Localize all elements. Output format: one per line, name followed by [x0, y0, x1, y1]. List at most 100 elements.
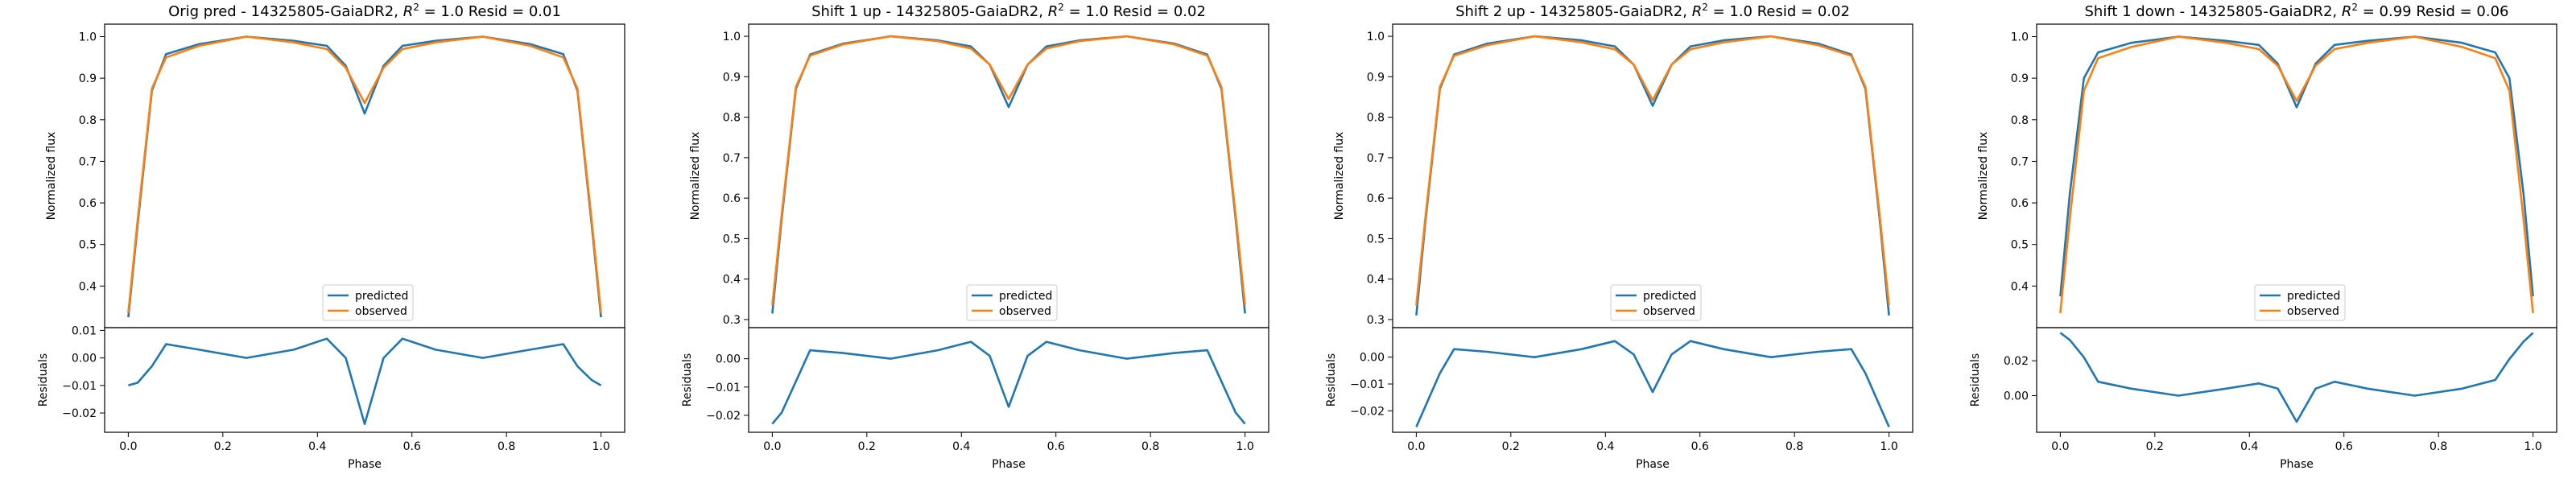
- chart-title-r: R: [1692, 3, 1703, 20]
- y-tick-label: 0.00: [2004, 390, 2029, 403]
- x-tick-label: 0.4: [308, 440, 326, 453]
- panel-2: Shift 1 up - 14325805-GaiaDR2, R2 = 1.0 …: [681, 2, 1269, 471]
- chart-title: Shift 1 up - 14325805-GaiaDR2, R2 = 1.0 …: [811, 2, 1206, 20]
- y-tick-label: 0.00: [1360, 352, 1385, 365]
- y-tick-label: −0.02: [706, 410, 741, 423]
- bottom-axes-frame: [748, 327, 1269, 433]
- y-tick-label: 0.6: [1367, 192, 1385, 205]
- series-line-observed: [1415, 35, 1890, 306]
- legend-label-predicted: predicted: [355, 290, 408, 303]
- residual-line: [2059, 332, 2534, 423]
- residual-line: [128, 337, 602, 425]
- y-tick-label: 0.9: [723, 71, 741, 84]
- x-tick-label: 0.2: [858, 440, 876, 453]
- chart-title-prefix: Shift 2 up - 14325805-GaiaDR2,: [1455, 3, 1692, 20]
- legend-label-predicted: predicted: [999, 290, 1052, 303]
- chart-title-r: R: [403, 3, 414, 20]
- chart-title: Orig pred - 14325805-GaiaDR2, R2 = 1.0 R…: [168, 2, 561, 20]
- series-line-predicted: [127, 35, 602, 318]
- panels: Orig pred - 14325805-GaiaDR2, R2 = 1.0 R…: [37, 2, 2557, 471]
- x-tick-label: 0.2: [1502, 440, 1520, 453]
- y-tick-label: 0.7: [2011, 155, 2029, 168]
- y-tick-label: 1.0: [2011, 31, 2029, 43]
- y-tick-label: 0.6: [79, 197, 97, 210]
- y-tick-label: 0.9: [2011, 72, 2029, 85]
- x-tick-label: 0.6: [403, 440, 421, 453]
- x-tick-label: 0.4: [952, 440, 970, 453]
- y-tick-label: 0.8: [2011, 114, 2029, 127]
- y-tick-label: 0.6: [723, 192, 741, 205]
- top-axes-frame: [2036, 23, 2557, 328]
- y-tick-label: 0.01: [72, 324, 97, 337]
- chart-title-prefix: Orig pred - 14325805-GaiaDR2,: [168, 3, 403, 20]
- x-tick-label: 0.4: [2240, 440, 2258, 453]
- bottom-y-axis-label: Residuals: [1969, 353, 1982, 407]
- chart-title-r: R: [1048, 3, 1059, 20]
- series-line-observed: [771, 35, 1246, 306]
- y-tick-label: 0.6: [2011, 197, 2029, 210]
- series-line-observed: [2059, 35, 2534, 314]
- y-tick-label: 0.5: [1367, 233, 1385, 246]
- legend-label-predicted: predicted: [2287, 290, 2340, 303]
- x-tick-label: 1.0: [1236, 440, 1254, 453]
- top-axes-frame: [748, 23, 1269, 328]
- chart-title-sup: 2: [1058, 2, 1064, 13]
- series-line-predicted: [771, 35, 1246, 314]
- bottom-y-axis-label: Residuals: [37, 353, 50, 407]
- chart-title-values: = 1.0 Resid = 0.01: [419, 3, 561, 20]
- x-tick-label: 0.6: [1047, 440, 1065, 453]
- x-tick-label: 0.4: [1596, 440, 1614, 453]
- panel-1: Orig pred - 14325805-GaiaDR2, R2 = 1.0 R…: [37, 2, 625, 471]
- chart-title: Shift 1 down - 14325805-GaiaDR2, R2 = 0.…: [2084, 2, 2508, 20]
- y-tick-label: 0.4: [79, 280, 97, 293]
- x-tick-label: 0.0: [2051, 440, 2069, 453]
- x-tick-label: 0.2: [2146, 440, 2164, 453]
- y-tick-label: 0.8: [723, 112, 741, 125]
- x-tick-label: 0.0: [763, 440, 781, 453]
- chart-title-sup: 2: [2351, 2, 2358, 13]
- y-tick-label: 0.7: [79, 155, 97, 168]
- y-tick-label: 1.0: [723, 31, 741, 43]
- y-tick-label: 0.9: [1367, 71, 1385, 84]
- y-tick-label: 0.3: [723, 314, 741, 327]
- legend-label-observed: observed: [999, 305, 1051, 318]
- y-tick-label: −0.02: [1350, 405, 1385, 418]
- x-tick-label: 0.2: [214, 440, 232, 453]
- legend-label-observed: observed: [1643, 305, 1695, 318]
- panel-4: Shift 1 down - 14325805-GaiaDR2, R2 = 0.…: [1969, 2, 2557, 471]
- x-tick-label: 1.0: [2524, 440, 2542, 453]
- top-axes-frame: [104, 23, 625, 328]
- chart-title-sup: 2: [1702, 2, 1708, 13]
- x-tick-label: 0.6: [2335, 440, 2353, 453]
- chart-title-values: = 0.99 Resid = 0.06: [2358, 3, 2509, 20]
- chart-title-values: = 1.0 Resid = 0.02: [1064, 3, 1206, 20]
- y-tick-label: 0.7: [1367, 152, 1385, 165]
- y-tick-label: −0.02: [62, 407, 97, 420]
- y-tick-label: 0.8: [1367, 112, 1385, 125]
- series-line-predicted: [2059, 35, 2534, 297]
- x-tick-label: 0.8: [1141, 440, 1159, 453]
- x-tick-label: 0.0: [119, 440, 137, 453]
- x-axis-label: Phase: [348, 458, 382, 471]
- y-tick-label: 0.00: [72, 353, 97, 365]
- y-tick-label: 1.0: [79, 31, 97, 43]
- y-tick-label: 0.4: [1367, 274, 1385, 287]
- x-tick-label: 0.8: [497, 440, 515, 453]
- top-axes-frame: [1392, 23, 1913, 328]
- top-y-axis-label: Normalized flux: [1333, 132, 1346, 221]
- bottom-y-axis-label: Residuals: [681, 353, 694, 407]
- y-tick-label: −0.01: [706, 382, 741, 394]
- y-tick-label: −0.01: [62, 380, 97, 393]
- chart-title-sup: 2: [413, 2, 419, 13]
- x-axis-label: Phase: [2280, 458, 2314, 471]
- x-tick-label: 0.6: [1691, 440, 1709, 453]
- y-tick-label: −0.01: [1350, 378, 1385, 391]
- panel-3: Shift 2 up - 14325805-GaiaDR2, R2 = 1.0 …: [1325, 2, 1913, 471]
- legend-label-observed: observed: [355, 305, 407, 318]
- chart-title: Shift 2 up - 14325805-GaiaDR2, R2 = 1.0 …: [1455, 2, 1850, 20]
- chart-title-r: R: [2342, 3, 2352, 20]
- y-tick-label: 0.3: [1367, 314, 1385, 327]
- y-tick-label: 0.4: [723, 274, 741, 287]
- x-tick-label: 0.8: [1785, 440, 1803, 453]
